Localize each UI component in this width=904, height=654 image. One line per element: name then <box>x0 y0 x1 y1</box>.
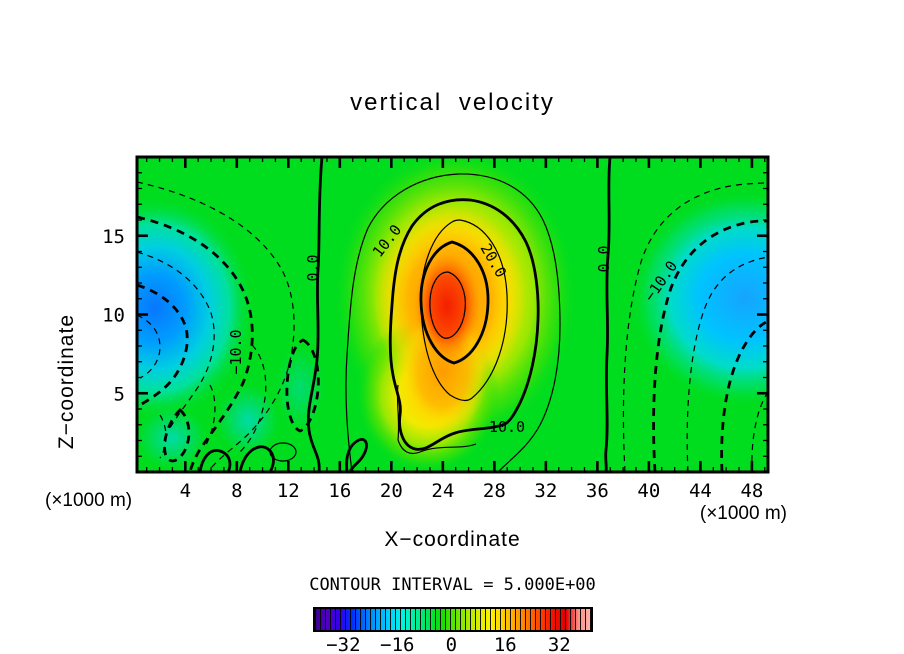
contour-neg10-tongue <box>285 338 320 433</box>
svg-text:48: 48 <box>740 480 763 502</box>
contour-pos25 <box>429 271 466 339</box>
contour-label: 10.0 <box>489 418 525 436</box>
x-axis-label: X−coordinate <box>384 528 521 551</box>
contour-label: −10.0 <box>227 329 245 374</box>
svg-text:28: 28 <box>483 480 506 502</box>
contour-neg25-right <box>751 391 768 472</box>
svg-text:15: 15 <box>102 226 125 248</box>
contour-neg15-right <box>686 256 768 472</box>
contour-zero-left <box>306 157 324 472</box>
left-downdraft-fill <box>137 196 255 420</box>
contour-pos10 <box>388 198 540 451</box>
colorbar-tick-label: 0 <box>445 634 458 654</box>
contour-label: 0.0 <box>595 245 613 272</box>
colorbar-tick-label: 16 <box>493 634 517 654</box>
svg-text:10: 10 <box>102 305 125 327</box>
colorbar-tick-label: 32 <box>547 634 571 654</box>
filled-contour-field <box>137 157 768 472</box>
contour-neg20-left <box>137 283 189 407</box>
contour-neg5-right <box>622 182 768 472</box>
contour-zero-right <box>604 157 612 472</box>
contour-neg10-left <box>137 215 254 472</box>
cyan-patch-2 <box>218 386 278 454</box>
svg-text:4: 4 <box>180 480 191 502</box>
colorbar-tick-label: −32 <box>326 634 361 654</box>
contour-zero-loop-1 <box>198 449 232 472</box>
svg-text:24: 24 <box>431 480 454 502</box>
colorbar-tick-label: −16 <box>380 634 415 654</box>
svg-text:40: 40 <box>637 480 660 502</box>
contour-neg10-right <box>652 219 768 472</box>
positive-contour-lines <box>198 157 612 472</box>
contour-pos20 <box>419 240 490 365</box>
contour-neg5-left <box>137 181 295 472</box>
svg-text:5: 5 <box>114 383 125 405</box>
svg-text:32: 32 <box>534 480 557 502</box>
contour-neg20-right <box>720 319 768 472</box>
x-axis-unit-right: (×1000 m) <box>699 503 787 524</box>
contour-neg15-left <box>137 251 215 429</box>
updraft-red-core-fill <box>414 252 480 360</box>
svg-text:16: 16 <box>328 480 351 502</box>
contour-small-closed-loop <box>269 442 297 462</box>
right-downdraft-fill <box>630 190 768 406</box>
contour-neg25-left <box>137 314 161 379</box>
contour-label: 0.0 <box>304 254 322 281</box>
svg-text:20: 20 <box>380 480 403 502</box>
negative-contour-lines <box>137 181 768 472</box>
colorbar-stripes <box>315 609 591 630</box>
contour-zero-loop-3 <box>345 438 368 472</box>
contour-neg10-bottom-loop <box>163 408 191 463</box>
contour-zero-loop-2 <box>238 445 275 472</box>
colorbar <box>313 607 593 632</box>
svg-text:36: 36 <box>586 480 609 502</box>
axis-ticks <box>137 157 768 472</box>
x-axis-unit-left: (×1000 m) <box>45 490 133 511</box>
colorbar-tick-labels: −32 −16 0 16 32 <box>313 634 593 654</box>
cyan-patch-1 <box>138 408 206 468</box>
svg-text:8: 8 <box>231 480 242 502</box>
chart-title: vertical velocity <box>350 89 555 116</box>
contour-pos15 <box>420 219 508 402</box>
svg-text:12: 12 <box>277 480 300 502</box>
svg-text:44: 44 <box>689 480 712 502</box>
contour-pos5 <box>345 173 561 472</box>
contour-interval-text: CONTOUR INTERVAL = 5.000E+00 <box>309 575 596 595</box>
